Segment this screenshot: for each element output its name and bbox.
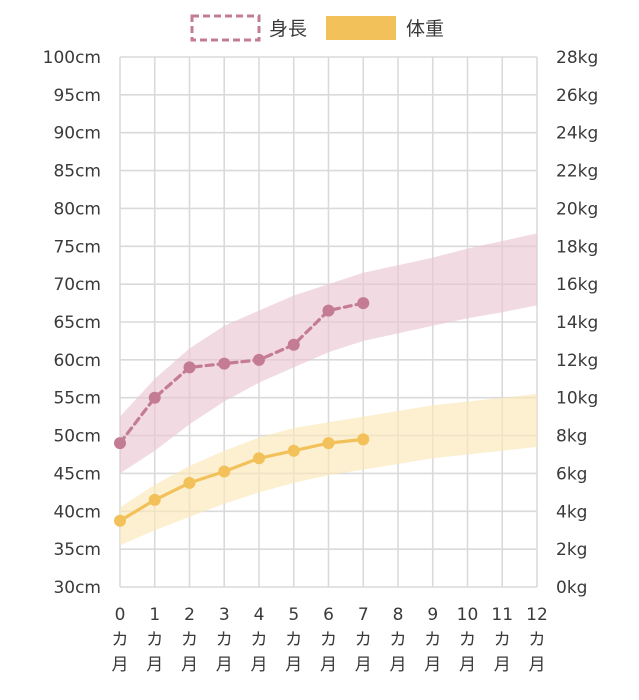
y-left-tick-label: 70cm (53, 275, 101, 295)
band-weight (120, 393, 537, 546)
y-left-tick-label: 30cm (53, 578, 101, 598)
data-point-height (114, 437, 126, 450)
y-left-tick-label: 80cm (53, 199, 101, 219)
y-right-tick-label: 20kg (556, 199, 598, 219)
x-tick-label: 12 (526, 605, 548, 625)
y-right-tick-label: 18kg (556, 237, 598, 257)
x-tick-unit-label: カ (529, 630, 546, 650)
x-tick-unit-label: カ (181, 630, 198, 650)
y-left-tick-label: 95cm (53, 86, 101, 106)
y-left-tick-label: 60cm (53, 351, 101, 371)
x-tick-label: 3 (219, 605, 230, 625)
x-tick-label: 2 (184, 605, 195, 625)
data-point-height (287, 338, 300, 351)
y-right-tick-label: 24kg (556, 124, 598, 144)
y-left-tick-label: 90cm (53, 124, 101, 144)
data-point-weight (322, 437, 335, 450)
legend-weight-label: 体重 (406, 18, 444, 40)
x-tick-unit-label: 月 (146, 655, 163, 675)
legend-weight-swatch (326, 16, 396, 40)
y-left-tick-label: 55cm (53, 389, 101, 409)
x-tick-label: 8 (393, 605, 404, 625)
x-tick-unit-label: 月 (494, 655, 511, 675)
x-tick-unit-label: カ (216, 630, 233, 650)
data-point-weight (114, 514, 126, 527)
data-point-weight (148, 493, 161, 506)
x-tick-unit-label: 月 (285, 655, 302, 675)
y-right-tick-label: 22kg (556, 162, 598, 182)
data-point-height (253, 353, 265, 366)
series-line-height (118, 301, 365, 445)
data-point-height (183, 361, 196, 374)
x-tick-label: 11 (491, 605, 513, 625)
data-point-weight (183, 476, 196, 489)
x-tick-unit-label: カ (112, 630, 129, 650)
y-right-tick-label: 8kg (556, 427, 587, 447)
x-tick-unit-label: 月 (320, 655, 337, 675)
data-point-height (218, 357, 231, 370)
y-left-tick-label: 35cm (53, 540, 101, 560)
x-tick-unit-label: カ (251, 630, 268, 650)
y-right-tick-label: 12kg (556, 351, 598, 371)
x-tick-unit-label: 月 (424, 655, 441, 675)
y-left-tick-label: 75cm (53, 237, 101, 257)
y-left-tick-label: 50cm (53, 427, 101, 447)
data-point-height (357, 297, 370, 310)
x-tick-label: 6 (323, 605, 334, 625)
x-tick-unit-label: 月 (390, 655, 407, 675)
x-tick-unit-label: 月 (181, 655, 198, 675)
y-left-tick-label: 65cm (53, 313, 101, 333)
data-point-height (148, 391, 161, 404)
x-tick-label: 10 (457, 605, 479, 625)
x-tick-unit-label: カ (390, 630, 407, 650)
x-tick-unit-label: カ (355, 630, 372, 650)
x-tick-label: 7 (358, 605, 369, 625)
x-tick-unit-label: 月 (459, 655, 476, 675)
x-tick-unit-label: カ (285, 630, 302, 650)
data-point-height (322, 304, 335, 317)
y-right-tick-label: 28kg (556, 48, 598, 68)
y-right-tick-label: 14kg (556, 313, 598, 333)
x-tick-unit-label: カ (459, 630, 476, 650)
x-tick-label: 5 (288, 605, 299, 625)
x-tick-unit-label: 月 (251, 655, 268, 675)
x-tick-unit-label: 月 (355, 655, 372, 675)
y-left-tick-label: 40cm (53, 502, 101, 522)
y-left-tick-label: 45cm (53, 464, 101, 484)
y-right-tick-label: 10kg (556, 389, 598, 409)
data-point-weight (218, 465, 231, 478)
data-point-weight (287, 444, 300, 457)
x-tick-unit-label: カ (146, 630, 163, 650)
legend-height-swatch (190, 14, 261, 42)
y-left-tick-label: 100cm (43, 48, 101, 68)
x-tick-unit-label: 月 (112, 655, 129, 675)
y-left-tick-label: 85cm (53, 162, 101, 182)
x-tick-unit-label: 月 (529, 655, 546, 675)
y-right-tick-label: 16kg (556, 275, 598, 295)
data-point-weight (357, 433, 370, 446)
y-right-tick-label: 2kg (556, 540, 587, 560)
x-tick-label: 0 (115, 605, 126, 625)
x-tick-label: 1 (149, 605, 160, 625)
x-tick-unit-label: 月 (216, 655, 233, 675)
x-tick-unit-label: カ (424, 630, 441, 650)
band-height (120, 233, 537, 474)
y-right-tick-label: 6kg (556, 464, 587, 484)
y-right-tick-label: 26kg (556, 86, 598, 106)
data-point-weight (253, 452, 265, 465)
x-tick-unit-label: カ (494, 630, 511, 650)
y-right-tick-label: 0kg (556, 578, 587, 598)
y-right-tick-label: 4kg (556, 502, 587, 522)
x-tick-unit-label: カ (320, 630, 337, 650)
x-tick-label: 9 (427, 605, 438, 625)
legend-height-label: 身長 (269, 18, 307, 40)
x-tick-label: 4 (254, 605, 265, 625)
